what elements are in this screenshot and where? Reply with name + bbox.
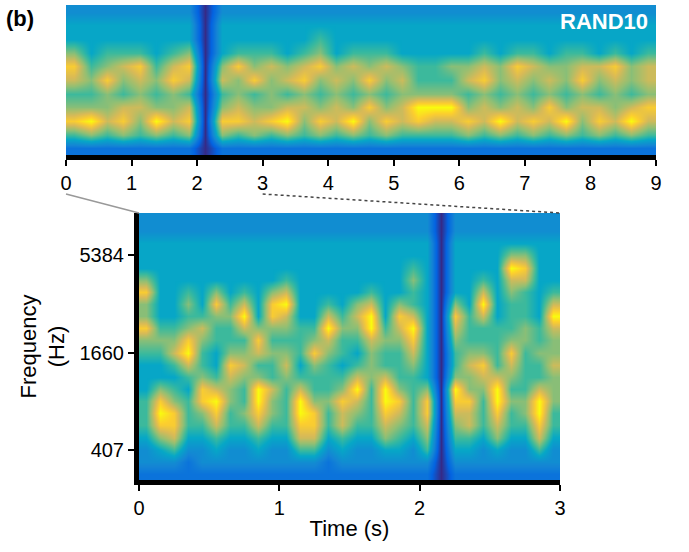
svg-text:0: 0 xyxy=(60,172,71,194)
svg-text:2: 2 xyxy=(414,497,425,519)
svg-text:Time (s): Time (s) xyxy=(310,516,390,541)
svg-text:Frequency(Hz): Frequency(Hz) xyxy=(16,295,70,399)
svg-text:5: 5 xyxy=(388,172,399,194)
svg-text:6: 6 xyxy=(454,172,465,194)
svg-text:2: 2 xyxy=(192,172,203,194)
svg-text:3: 3 xyxy=(257,172,268,194)
svg-text:8: 8 xyxy=(585,172,596,194)
svg-text:1: 1 xyxy=(274,497,285,519)
svg-text:3: 3 xyxy=(554,497,565,519)
svg-text:(b): (b) xyxy=(6,6,34,31)
svg-text:4: 4 xyxy=(323,172,334,194)
svg-text:9: 9 xyxy=(650,172,661,194)
svg-text:407: 407 xyxy=(91,439,124,461)
svg-text:1: 1 xyxy=(126,172,137,194)
svg-text:5384: 5384 xyxy=(80,244,125,266)
svg-text:7: 7 xyxy=(519,172,530,194)
svg-text:RAND10: RAND10 xyxy=(560,9,648,34)
svg-text:0: 0 xyxy=(133,497,144,519)
svg-text:1660: 1660 xyxy=(80,342,125,364)
